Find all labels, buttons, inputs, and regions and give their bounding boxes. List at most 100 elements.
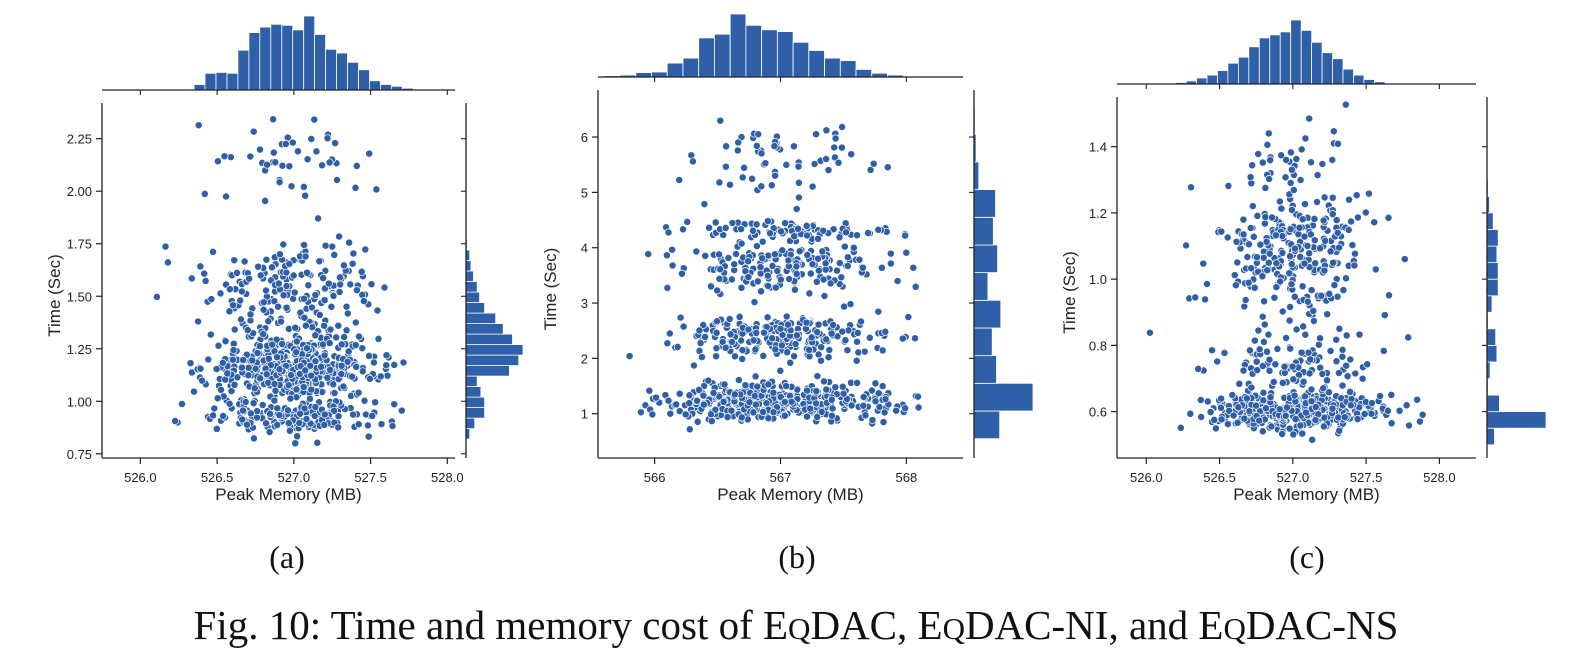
scatter-point: [877, 263, 886, 272]
scatter-point: [1239, 215, 1248, 224]
scatter-point: [675, 407, 684, 416]
scatter-point: [759, 408, 768, 416]
scatter-point: [795, 247, 804, 256]
scatter-point: [239, 356, 248, 364]
scatter-point: [1384, 213, 1393, 222]
scatter-point: [354, 388, 363, 397]
scatter-point: [827, 329, 836, 338]
scatter-point: [1301, 134, 1310, 143]
right-hist-bar: [1486, 394, 1500, 413]
scatter-point: [1259, 396, 1268, 405]
scatter-point: [343, 357, 352, 366]
scatter-point: [861, 411, 870, 420]
scatter-point: [200, 269, 209, 278]
scatter-point: [1307, 286, 1316, 295]
y-tick-label: 1.2: [1089, 206, 1107, 221]
scatter-point: [1363, 360, 1372, 369]
scatter-point: [1303, 297, 1312, 306]
scatter-point: [337, 370, 346, 378]
scatter-point: [333, 176, 341, 184]
scatter-point: [812, 387, 821, 396]
scatter-point: [782, 382, 791, 391]
scatter-point: [858, 263, 867, 272]
scatter-point: [1260, 320, 1269, 329]
scatter-point: [763, 217, 772, 226]
scatter-point: [822, 335, 831, 344]
right-hist-bar: [465, 333, 513, 346]
top-hist-bar: [714, 33, 731, 78]
scatter-point: [711, 218, 720, 227]
scatter-point: [249, 127, 258, 136]
scatter-point: [758, 237, 767, 246]
scatter-point: [790, 352, 799, 361]
scatter-point: [1328, 155, 1337, 164]
scatter-point: [348, 259, 357, 268]
scatter-point: [1234, 403, 1243, 412]
scatter-point: [914, 392, 922, 401]
scatter-point: [222, 192, 230, 201]
scatter-point: [1298, 282, 1307, 291]
scatter-point: [838, 123, 847, 131]
scatter-point: [707, 282, 715, 291]
scatter-point: [1333, 228, 1342, 237]
y-tick-label: 1.75: [67, 237, 92, 252]
scatter-point: [1275, 197, 1284, 206]
scatter-point: [1286, 179, 1295, 187]
top-hist-bar: [347, 61, 359, 91]
scatter-point: [901, 404, 910, 413]
scatter-point: [275, 365, 284, 374]
scatter-point: [273, 353, 282, 362]
scatter-point: [230, 380, 239, 389]
scatter-point: [326, 365, 335, 374]
scatter-point: [326, 325, 335, 334]
scatter-point: [792, 205, 801, 213]
scatter-point: [296, 409, 305, 418]
scatter-point: [1245, 346, 1254, 355]
chart-panel-b: 566 567 568 1 2 3 4 5 6 Peak Memory (MB) Time (Sec…: [541, 13, 1034, 504]
scatter-point: [1261, 213, 1270, 222]
scatter-point: [1242, 394, 1251, 403]
scatter-point: [721, 223, 730, 232]
scatter-point: [318, 340, 327, 349]
scatter-point: [186, 359, 195, 368]
scatter-point: [335, 232, 344, 241]
top-hist-bar: [193, 84, 206, 91]
scatter-point: [246, 409, 255, 418]
scatter-point: [209, 247, 217, 256]
scatter-point: [892, 406, 901, 415]
scatter-point: [275, 250, 284, 259]
scatter-point: [364, 432, 373, 441]
scatter-point: [1259, 337, 1268, 346]
subpanel-label-a: (a): [269, 539, 305, 575]
scatter-point: [842, 228, 851, 237]
scatter-point: [357, 267, 366, 276]
scatter-point: [878, 382, 887, 391]
panels: 526.0 526.5 527.0 527.5 528.00.751.001.251.5…: [45, 13, 1547, 504]
scatter-point: [321, 241, 330, 250]
scatter-point: [769, 408, 778, 417]
scatter-point: [295, 419, 304, 427]
scatter-point: [812, 130, 821, 139]
scatter-point: [213, 157, 222, 166]
scatter-point: [785, 275, 794, 283]
scatter-point: [329, 380, 338, 389]
top-hist-bar: [270, 23, 283, 91]
scatter-point: [196, 364, 205, 373]
scatter-point: [756, 263, 765, 272]
scatter-point: [749, 408, 758, 417]
scatter-point: [351, 341, 360, 350]
scatter-point: [1255, 345, 1264, 354]
scatter-point: [351, 318, 360, 327]
scatter-point: [1361, 208, 1370, 217]
scatter-point: [285, 260, 294, 268]
scatter-point: [1298, 215, 1307, 224]
scatter-point: [291, 323, 300, 332]
right-hist-bar: [973, 382, 1034, 412]
scatter-point: [369, 358, 378, 367]
scatter-point: [721, 162, 730, 171]
right-hist-bar: [1486, 245, 1498, 264]
scatter-point: [1332, 216, 1341, 225]
scatter-point: [335, 273, 344, 282]
scatter-point: [869, 159, 878, 168]
scatter-point: [1355, 330, 1364, 339]
